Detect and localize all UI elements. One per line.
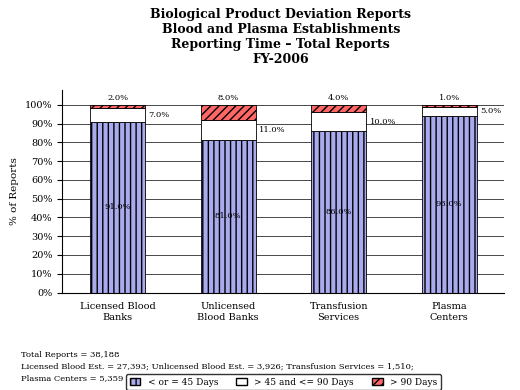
Bar <box>311 112 366 131</box>
Text: Total Reports = 38,188: Total Reports = 38,188 <box>21 351 119 359</box>
Bar <box>90 105 145 108</box>
Text: 86.0%: 86.0% <box>326 208 352 216</box>
Text: 93.0%: 93.0% <box>436 200 462 208</box>
Text: 7.0%: 7.0% <box>149 111 170 119</box>
Text: 11.0%: 11.0% <box>259 126 285 134</box>
Text: 8.0%: 8.0% <box>217 94 239 103</box>
Y-axis label: % of Reports: % of Reports <box>10 157 19 225</box>
Bar <box>311 105 366 112</box>
Text: 91.0%: 91.0% <box>105 203 131 211</box>
Bar <box>422 116 477 292</box>
Text: 10.0%: 10.0% <box>370 118 396 126</box>
Bar <box>201 120 256 140</box>
Text: 2.0%: 2.0% <box>107 94 128 103</box>
Bar <box>90 122 145 292</box>
Text: 1.0%: 1.0% <box>438 94 460 103</box>
Bar <box>422 105 477 106</box>
Text: 5.0%: 5.0% <box>480 107 501 115</box>
Bar <box>311 131 366 292</box>
Bar <box>201 140 256 292</box>
Legend: < or = 45 Days, > 45 and <= 90 Days, > 90 Days: < or = 45 Days, > 45 and <= 90 Days, > 9… <box>126 374 441 390</box>
Text: 81.0%: 81.0% <box>215 213 241 220</box>
Text: Biological Product Deviation Reports
Blood and Plasma Establishments
Reporting T: Biological Product Deviation Reports Blo… <box>150 8 411 66</box>
Bar <box>90 108 145 122</box>
Text: 4.0%: 4.0% <box>328 94 349 103</box>
Bar <box>422 106 477 116</box>
Text: Licensed Blood Est. = 27,393; Unlicensed Blood Est. = 3,926; Transfusion Service: Licensed Blood Est. = 27,393; Unlicensed… <box>21 363 413 370</box>
Text: Plasma Centers = 5,359: Plasma Centers = 5,359 <box>21 374 123 382</box>
Bar <box>201 105 256 120</box>
